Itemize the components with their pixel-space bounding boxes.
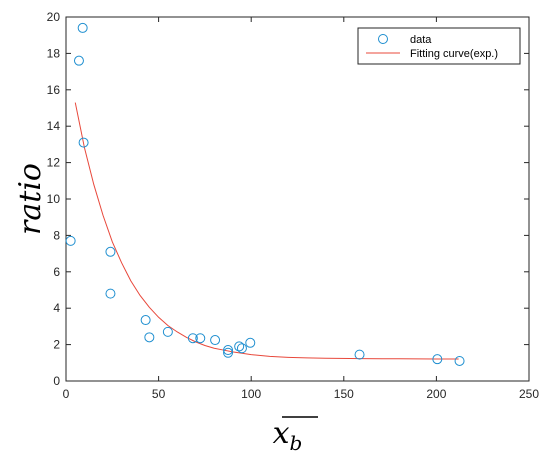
- legend-marker-data: [378, 34, 388, 44]
- legend-label-data: data: [410, 34, 432, 46]
- data-point: [140, 315, 151, 326]
- x-tick-label: 150: [334, 387, 354, 401]
- y-tick-label: 14: [47, 119, 61, 133]
- data-point: [162, 326, 173, 337]
- plot-area-frame: [65, 16, 530, 382]
- data-point: [223, 347, 234, 358]
- data-point: [234, 341, 245, 352]
- data-point: [77, 22, 88, 33]
- x-tick-label: 100: [241, 387, 261, 401]
- x-tick-label: 250: [519, 387, 539, 401]
- data-point: [236, 343, 247, 354]
- data-point: [432, 354, 443, 365]
- x-tick-label: 200: [426, 387, 446, 401]
- data-point: [210, 335, 221, 346]
- x-tick-label: 50: [152, 387, 166, 401]
- data-point: [354, 349, 365, 360]
- y-tick-label: 4: [53, 301, 60, 315]
- legend-box: [357, 27, 521, 65]
- data-point: [78, 137, 89, 148]
- x-axis-label-subscript: b: [290, 431, 303, 453]
- data-point: [223, 345, 234, 356]
- y-tick-label: 18: [47, 46, 61, 60]
- data-point: [454, 355, 465, 366]
- y-tick-label: 10: [47, 192, 61, 206]
- data-point: [105, 288, 116, 299]
- y-tick-label: 20: [47, 10, 61, 24]
- legend-label-fit: Fitting curve(exp.): [410, 48, 498, 60]
- data-point: [187, 333, 198, 344]
- y-axis-label: ratio: [13, 163, 48, 235]
- data-point: [195, 333, 206, 344]
- x-axis-label: xb: [273, 416, 303, 453]
- y-tick-label: 12: [47, 156, 61, 170]
- data-point: [65, 235, 76, 246]
- data-point: [73, 55, 84, 66]
- fitting-curve-line: [74, 102, 459, 360]
- x-tick-label: 0: [63, 387, 70, 401]
- y-tick-label: 6: [53, 265, 60, 279]
- data-point: [144, 332, 155, 343]
- y-tick-label: 2: [53, 338, 60, 352]
- y-tick-label: 0: [53, 374, 60, 388]
- legend: data Fitting curve(exp.): [357, 27, 521, 65]
- data-point: [105, 246, 116, 257]
- data-point: [245, 337, 256, 348]
- y-tick-label: 8: [53, 228, 60, 242]
- y-tick-label: 16: [47, 83, 61, 97]
- x-axis-label-main: x: [273, 416, 290, 451]
